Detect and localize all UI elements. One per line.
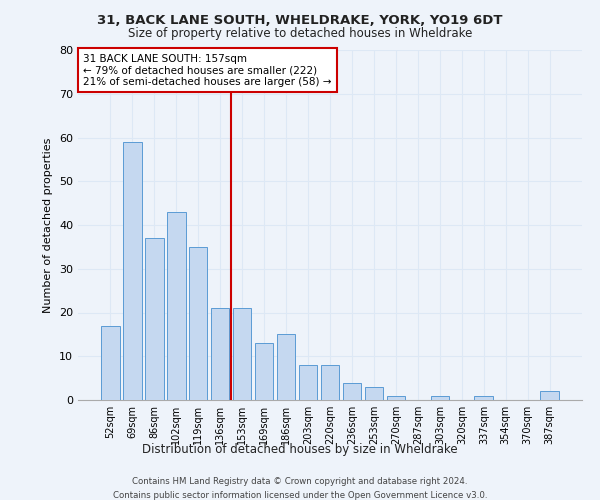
Bar — [541, 391, 559, 400]
Bar — [233, 308, 251, 400]
Text: Distribution of detached houses by size in Wheldrake: Distribution of detached houses by size … — [142, 442, 458, 456]
Text: Size of property relative to detached houses in Wheldrake: Size of property relative to detached ho… — [128, 28, 472, 40]
Bar — [189, 247, 208, 400]
Bar — [431, 396, 449, 400]
Y-axis label: Number of detached properties: Number of detached properties — [43, 138, 53, 312]
Bar — [211, 308, 229, 400]
Bar — [299, 365, 317, 400]
Text: Contains public sector information licensed under the Open Government Licence v3: Contains public sector information licen… — [113, 491, 487, 500]
Text: 31, BACK LANE SOUTH, WHELDRAKE, YORK, YO19 6DT: 31, BACK LANE SOUTH, WHELDRAKE, YORK, YO… — [97, 14, 503, 27]
Bar — [123, 142, 142, 400]
Text: Contains HM Land Registry data © Crown copyright and database right 2024.: Contains HM Land Registry data © Crown c… — [132, 478, 468, 486]
Bar — [101, 326, 119, 400]
Bar — [255, 343, 274, 400]
Bar — [365, 387, 383, 400]
Bar — [386, 396, 405, 400]
Bar — [145, 238, 164, 400]
Bar — [343, 382, 361, 400]
Bar — [277, 334, 295, 400]
Bar — [475, 396, 493, 400]
Bar — [167, 212, 185, 400]
Text: 31 BACK LANE SOUTH: 157sqm
← 79% of detached houses are smaller (222)
21% of sem: 31 BACK LANE SOUTH: 157sqm ← 79% of deta… — [83, 54, 332, 86]
Bar — [320, 365, 340, 400]
